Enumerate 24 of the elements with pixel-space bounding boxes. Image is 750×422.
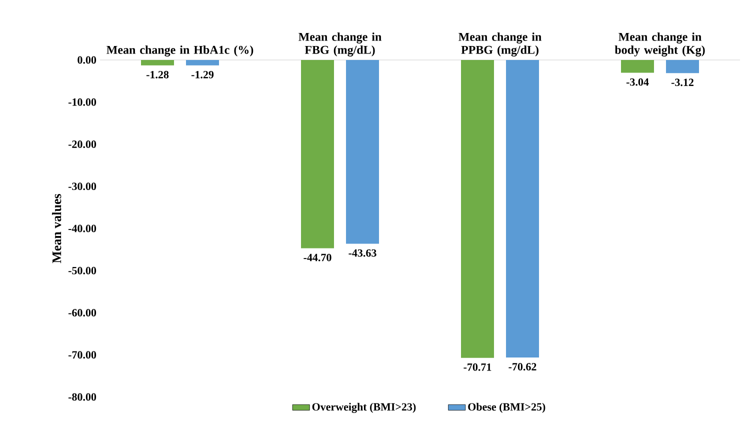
x-tick-label: Mean change in body weight (Kg) — [614, 32, 705, 56]
y-tick-label: -70.00 — [68, 351, 96, 359]
y-tick-label: -50.00 — [68, 266, 96, 274]
x-tick-label: Mean change in FBG (mg/dL) — [298, 32, 382, 56]
y-tick-label: 0.00 — [78, 56, 96, 64]
data-label: -70.62 — [508, 363, 536, 370]
legend-label: Overweight (BMI>23) — [312, 402, 416, 413]
legend-label: Obese (BMI>25) — [468, 402, 546, 413]
y-tick-label: -20.00 — [68, 140, 96, 148]
data-label: -43.63 — [348, 249, 376, 257]
y-tick-label: -80.00 — [68, 393, 96, 401]
y-tick-label: -60.00 — [68, 309, 96, 316]
data-label: -1.29 — [191, 70, 214, 78]
y-axis-title: Mean values — [52, 194, 62, 264]
y-tick-label: -10.00 — [68, 98, 96, 106]
data-label: -3.12 — [671, 78, 694, 86]
x-tick-label: Mean change in HbA1c (%) — [106, 45, 254, 56]
y-tick-label: -30.00 — [68, 182, 96, 190]
data-label: -70.71 — [464, 363, 492, 371]
x-tick-label: Mean change in PPBG (mg/dL) — [458, 32, 542, 56]
y-tick-label: -40.00 — [68, 224, 96, 232]
data-label: -44.70 — [304, 254, 332, 262]
data-label: -3.04 — [626, 78, 649, 86]
data-label: -1.28 — [146, 70, 169, 78]
